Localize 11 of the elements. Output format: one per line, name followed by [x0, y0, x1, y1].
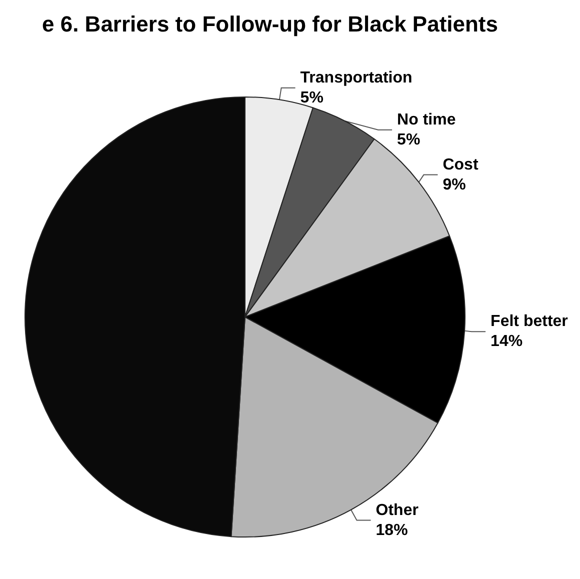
data-label: 14% [490, 333, 523, 350]
data-label: 5% [300, 89, 324, 106]
slice-label: Transportation [300, 69, 412, 86]
slice-label: Cost [442, 156, 479, 174]
data-label: 9% [442, 176, 466, 194]
data-label: 18% [376, 522, 408, 539]
data-label: 5% [397, 131, 420, 148]
chart-title: e 6. Barriers to Follow-up for Black Patients [42, 12, 498, 36]
slice-label: Other [376, 502, 418, 519]
slice-label: Felt better [490, 313, 568, 330]
slice-label: No time [397, 111, 456, 128]
